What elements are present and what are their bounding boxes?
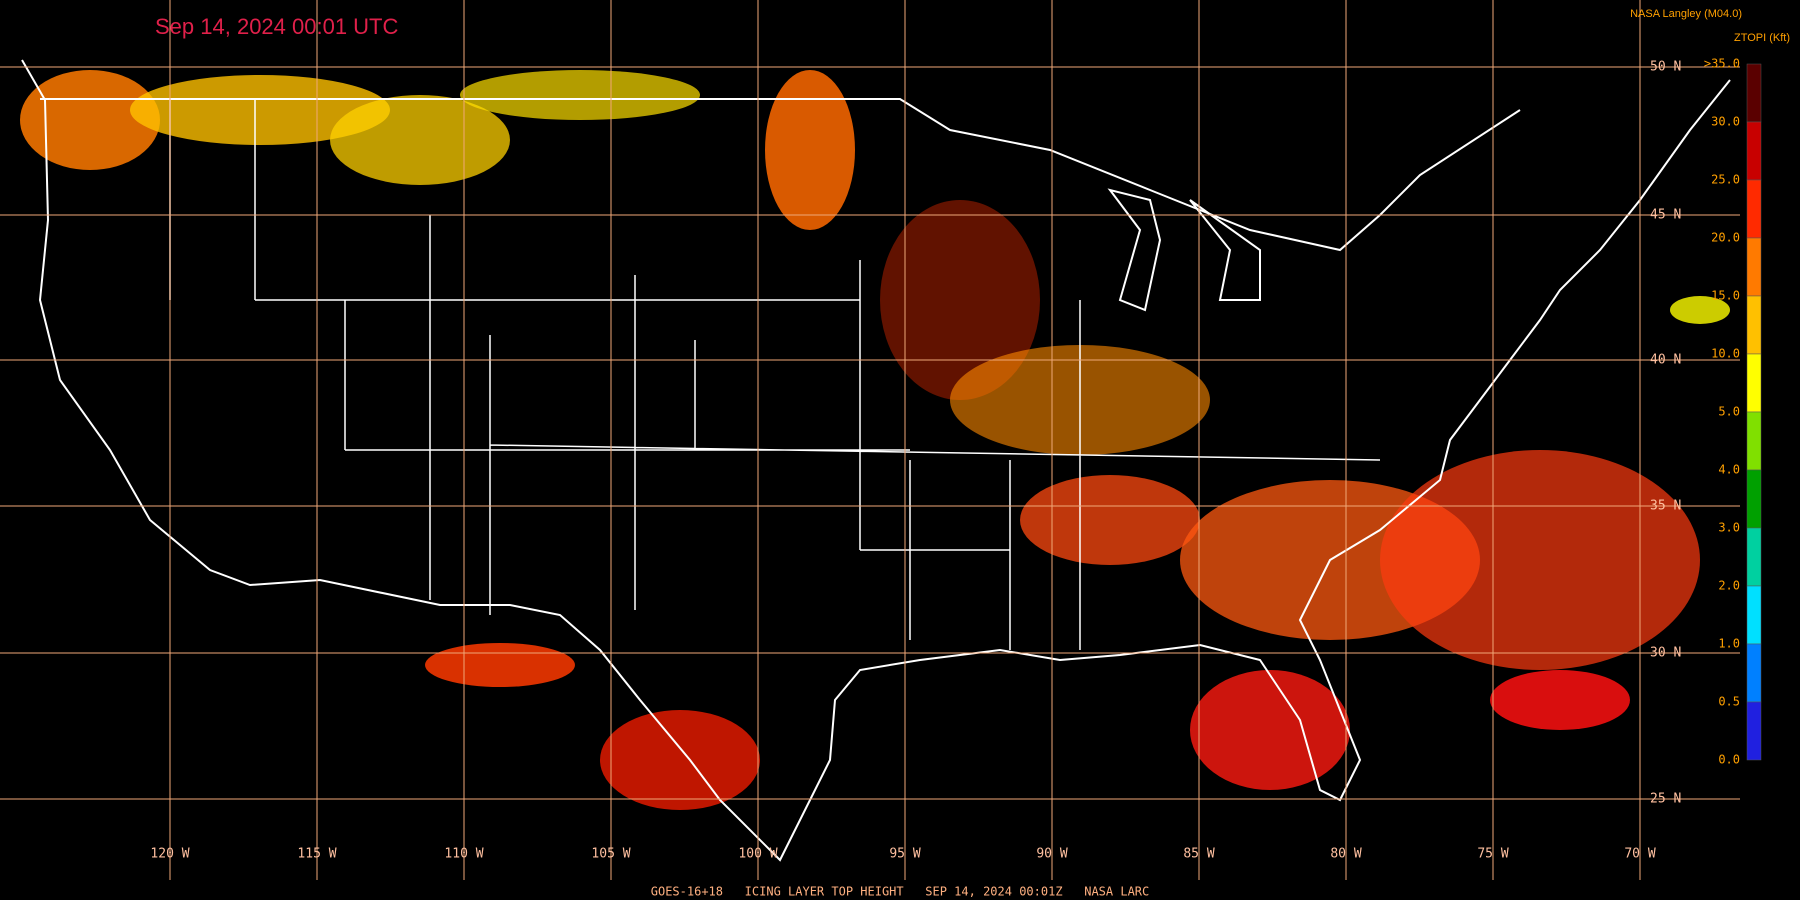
scale-segment — [1746, 701, 1762, 761]
graticule: 50 N 45 N 40 N 35 N 30 N 25 N 120 W 115 W 110 W 1… — [0, 0, 1740, 880]
lon-label: 105 W — [591, 847, 630, 862]
scale-segment — [1746, 585, 1762, 645]
scale-segment — [1746, 643, 1762, 703]
lat-label: 30 N — [1650, 646, 1681, 661]
lon-label: 95 W — [889, 847, 920, 862]
lon-label: 90 W — [1036, 847, 1067, 862]
scale-segment — [1746, 527, 1762, 587]
lon-label: 85 W — [1183, 847, 1214, 862]
scale-label: >35.0 — [1704, 57, 1740, 71]
scale-label: 30.0 — [1711, 115, 1740, 129]
timestamp: Sep 14, 2024 00:01 UTC — [155, 14, 398, 39]
scale-segment — [1746, 295, 1762, 355]
lon-label: 115 W — [297, 847, 336, 862]
scale-label: 2.0 — [1718, 579, 1740, 593]
lat-label: 50 N — [1650, 60, 1681, 75]
scale-label: 15.0 — [1711, 289, 1740, 303]
lake — [1189, 199, 1261, 301]
color-scale: >35.0 30.0 25.0 20.0 15.0 10.0 5.0 4.0 3.0 2.0 1.0… — [1704, 57, 1762, 767]
lon-label: 120 W — [150, 847, 189, 862]
coastlines — [21, 59, 1731, 862]
lat-label: 45 N — [1650, 208, 1681, 223]
coastline — [21, 59, 1731, 862]
lon-label: 70 W — [1624, 847, 1655, 862]
footer: GOES-16+18 ICING LAYER TOP HEIGHT SEP 14… — [651, 885, 1150, 899]
lon-label: 80 W — [1330, 847, 1361, 862]
lon-label: 100 W — [738, 847, 777, 862]
lake — [1107, 188, 1162, 312]
scale-segment — [1746, 179, 1762, 239]
scale-segment — [1746, 237, 1762, 297]
scale-label: 1.0 — [1718, 637, 1740, 651]
credit: NASA Langley (M04.0) — [1630, 8, 1742, 20]
scale-label: 0.5 — [1718, 695, 1740, 709]
lon-label: 110 W — [444, 847, 483, 862]
scale-segment — [1746, 353, 1762, 413]
scale-segment — [1746, 411, 1762, 471]
scale-label: 10.0 — [1711, 347, 1740, 361]
scale-label: 5.0 — [1718, 405, 1740, 419]
lat-label: 40 N — [1650, 353, 1681, 368]
scale-segment — [1746, 63, 1762, 123]
scale-label: 20.0 — [1711, 231, 1740, 245]
scale-label: 0.0 — [1718, 753, 1740, 767]
scale-label: 25.0 — [1711, 173, 1740, 187]
scale-label: 4.0 — [1718, 463, 1740, 477]
scale-label: 3.0 — [1718, 521, 1740, 535]
scale-segment — [1746, 469, 1762, 529]
scale-segment — [1746, 121, 1762, 181]
lon-label: 75 W — [1477, 847, 1508, 862]
units: ZTOPI (Kft) — [1734, 32, 1790, 44]
border — [40, 98, 1521, 252]
lat-label: 25 N — [1650, 792, 1681, 807]
lat-label: 35 N — [1650, 499, 1681, 514]
